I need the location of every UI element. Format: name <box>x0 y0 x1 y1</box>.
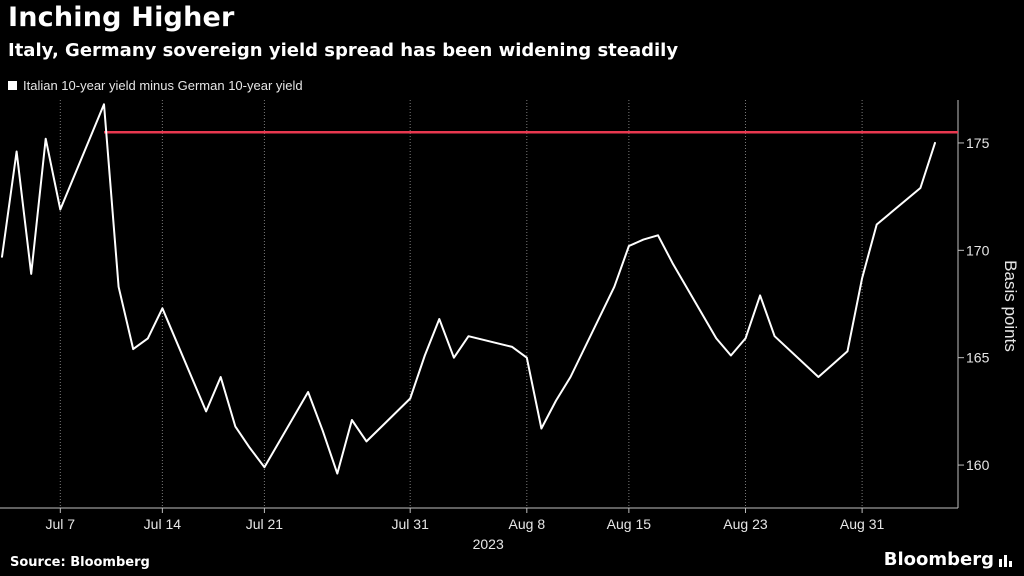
y-tick-label: 165 <box>966 350 990 366</box>
grid-layer <box>59 100 863 508</box>
bloomberg-logo: Bloomberg <box>883 549 994 570</box>
legend-swatch <box>8 81 17 90</box>
x-tick-label: Aug 15 <box>607 516 652 532</box>
x-tick-label: Jul 14 <box>144 516 182 532</box>
y-tick-label: 175 <box>966 135 990 151</box>
x-tick-label: Jul 7 <box>46 516 76 532</box>
label-layer: 160 165 170 175 Jul 7 Jul 14 Jul 21 Jul 31 Aug 8… <box>46 135 1020 552</box>
source-note: Source: Bloomberg <box>10 555 150 570</box>
x-tick-label: Jul 21 <box>246 516 284 532</box>
x-tick-label: Aug 8 <box>509 516 546 532</box>
axis-layer <box>0 100 964 513</box>
y-axis-title: Basis points <box>1001 260 1020 352</box>
y-tick-label: 160 <box>966 457 990 473</box>
x-tick-label: Aug 31 <box>840 516 885 532</box>
chart-subtitle: Italy, Germany sovereign yield spread ha… <box>8 40 679 61</box>
x-tick-label: Aug 23 <box>723 516 768 532</box>
series-line <box>1 103 936 475</box>
y-tick-label: 170 <box>966 242 990 258</box>
x-tick-label: Jul 31 <box>392 516 430 532</box>
x-year-label: 2023 <box>473 536 504 552</box>
bar-chart-icon <box>999 555 1012 567</box>
legend: Italian 10-year yield minus German 10-ye… <box>8 78 303 93</box>
legend-label: Italian 10-year yield minus German 10-ye… <box>23 78 303 93</box>
data-layer <box>1 103 958 475</box>
chart-title: Inching Higher <box>8 2 235 33</box>
